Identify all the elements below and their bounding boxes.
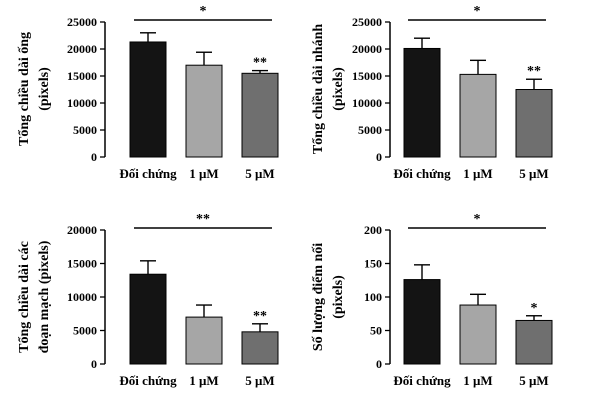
y-tick-label: 0 [91,150,97,164]
bar-1 [403,47,441,158]
bar-3 [241,331,279,365]
bar-1 [129,41,167,158]
y-tick-label: 50 [370,324,382,338]
x-category-label: 1 μM [189,166,218,181]
chart-panel-3: 0 5000 10000 15000 20000 Đối chứng 1 μM 5 μM ** *… [17,212,279,388]
bar-2 [459,304,497,365]
significance-marker: ** [253,309,267,324]
bracket-label: * [474,4,481,19]
y-tick-label: 0 [376,357,382,371]
bar-1 [403,279,441,365]
bar-2 [459,73,497,158]
y-axis-title-line: Tổng chiều dài nhánh [311,24,326,155]
y-tick-label: 20000 [352,42,382,56]
y-tick-label: 0 [91,357,97,371]
x-category-label: Đối chứng [119,373,177,388]
y-axis-title-line: Số lượng điểm nối [311,243,326,351]
bar-1 [129,273,167,365]
y-tick-label: 15000 [67,69,97,83]
y-axis-title-line: Tổng chiều dài các [17,241,32,353]
chart-panel-4: 0 50 100 150 200 Đối chứng 1 μM 5 μM * * Số lượng … [311,212,553,388]
y-tick-label: 5000 [73,123,97,137]
x-category-label: Đối chứng [119,166,177,181]
y-tick-label: 20000 [67,223,97,237]
x-category-label: 5 μM [245,373,274,388]
y-tick-label: 0 [376,150,382,164]
y-tick-label: 5000 [73,324,97,338]
x-category-label: 5 μM [245,166,274,181]
x-category-label: 1 μM [463,373,492,388]
significance-marker: * [531,301,538,316]
y-axis-title-line: (pixels) [37,67,52,111]
significance-marker: ** [253,56,267,71]
significance-marker: ** [527,64,541,79]
y-tick-label: 10000 [352,96,382,110]
bar-3 [241,72,279,158]
x-category-label: Đối chứng [393,166,451,181]
y-axis-title-line: (pixels) [331,275,346,319]
y-tick-label: 25000 [352,15,382,29]
y-tick-label: 150 [364,257,382,271]
y-tick-label: 10000 [67,290,97,304]
y-tick-label: 15000 [352,69,382,83]
y-axis-title-line: đoạn mạch (pixels) [37,240,52,353]
chart-panel-2: 0 5000 10000 15000 20000 25000 Đối chứng 1 μM 5 … [311,4,553,181]
bar-3 [515,89,553,158]
x-category-label: 5 μM [519,373,548,388]
x-category-label: Đối chứng [393,373,451,388]
bracket-label: ** [196,212,210,227]
y-tick-label: 200 [364,223,382,237]
x-category-label: 5 μM [519,166,548,181]
bracket-label: * [200,4,207,19]
y-axis-title-line: (pixels) [331,67,346,111]
bar-2 [185,64,223,158]
bar-2 [185,316,223,365]
x-category-label: 1 μM [189,373,218,388]
y-tick-label: 25000 [67,15,97,29]
y-tick-label: 5000 [358,123,382,137]
y-tick-label: 20000 [67,42,97,56]
bar-3 [515,319,553,365]
y-tick-label: 10000 [67,96,97,110]
y-tick-label: 15000 [67,257,97,271]
chart-panel-1: 0 5000 10000 15000 20000 25000 Đối chứng 1 μM 5 … [17,4,279,181]
y-tick-label: 100 [364,290,382,304]
bracket-label: * [474,212,481,227]
y-axis-title-line: Tổng chiều dài ống [17,32,32,146]
x-category-label: 1 μM [463,166,492,181]
